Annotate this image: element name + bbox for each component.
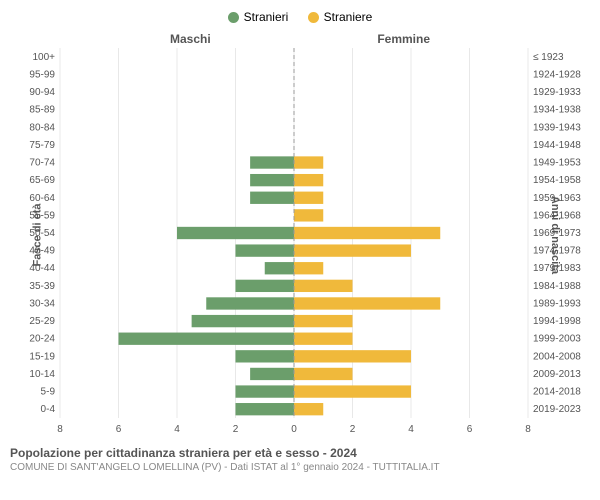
bar-male — [250, 367, 294, 379]
birth-label: 2009-2013 — [533, 368, 581, 379]
age-label: 90-94 — [29, 87, 55, 98]
bar-female — [294, 332, 353, 344]
column-header-male: Maschi — [170, 32, 211, 46]
bar-female — [294, 173, 323, 185]
birth-label: 1929-1933 — [533, 87, 581, 98]
age-label: 80-84 — [29, 122, 55, 133]
legend-male-swatch — [228, 12, 239, 23]
x-tick: 4 — [408, 424, 414, 435]
column-header-female: Femmine — [377, 32, 430, 46]
age-label: 0-4 — [41, 404, 56, 415]
age-label: 10-14 — [29, 368, 55, 379]
bar-female — [294, 209, 323, 221]
bar-male — [250, 191, 294, 203]
x-tick: 8 — [57, 424, 63, 435]
x-tick: 6 — [467, 424, 473, 435]
bar-female — [294, 191, 323, 203]
bar-male — [236, 279, 295, 291]
bar-male — [236, 385, 295, 397]
bar-female — [294, 156, 323, 168]
bar-female — [294, 226, 440, 238]
bar-male — [177, 226, 294, 238]
bar-female — [294, 297, 440, 309]
bar-male — [206, 297, 294, 309]
chart-title: Popolazione per cittadinanza straniera p… — [10, 446, 590, 460]
bar-female — [294, 367, 353, 379]
bar-female — [294, 244, 411, 256]
chart-subtitle: COMUNE DI SANT'ANGELO LOMELLINA (PV) - D… — [10, 462, 590, 473]
bar-female — [294, 385, 411, 397]
birth-label: 1934-1938 — [533, 104, 581, 115]
birth-label: 1924-1928 — [533, 69, 581, 80]
age-label: 25-29 — [29, 316, 55, 327]
bar-male — [265, 262, 294, 274]
bar-female — [294, 403, 323, 415]
x-tick: 8 — [525, 424, 531, 435]
birth-label: 1989-1993 — [533, 298, 581, 309]
bar-male — [236, 403, 295, 415]
birth-label: 2019-2023 — [533, 404, 581, 415]
legend-female: Straniere — [308, 10, 373, 24]
y-axis-right-label: Anni di nascita — [549, 195, 561, 273]
bar-male — [192, 314, 294, 326]
age-label: 60-64 — [29, 192, 55, 203]
birth-label: 1944-1948 — [533, 139, 581, 150]
age-label: 20-24 — [29, 333, 55, 344]
pyramid-chart: Fasce di età Anni di nascita Maschi Femm… — [10, 30, 590, 440]
bar-male — [250, 156, 294, 168]
bar-male — [236, 244, 295, 256]
bar-male — [119, 332, 295, 344]
birth-label: 2014-2018 — [533, 386, 581, 397]
legend-male-label: Stranieri — [244, 10, 289, 24]
bar-female — [294, 350, 411, 362]
birth-label: 1939-1943 — [533, 122, 581, 133]
bar-male — [250, 173, 294, 185]
age-label: 5-9 — [41, 386, 56, 397]
birth-label: 1949-1953 — [533, 157, 581, 168]
bar-female — [294, 262, 323, 274]
birth-label: 1954-1958 — [533, 175, 581, 186]
birth-label: 1984-1988 — [533, 280, 581, 291]
x-tick: 2 — [350, 424, 356, 435]
birth-label: 2004-2008 — [533, 351, 581, 362]
x-tick: 0 — [291, 424, 297, 435]
age-label: 100+ — [32, 51, 55, 62]
age-label: 70-74 — [29, 157, 55, 168]
chart-svg: 100+≤ 192395-991924-192890-941929-193385… — [10, 30, 590, 440]
x-tick: 6 — [116, 424, 122, 435]
x-tick: 2 — [233, 424, 239, 435]
legend-female-swatch — [308, 12, 319, 23]
age-label: 15-19 — [29, 351, 55, 362]
age-label: 65-69 — [29, 175, 55, 186]
legend: Stranieri Straniere — [10, 10, 590, 26]
legend-female-label: Straniere — [324, 10, 373, 24]
birth-label: 1999-2003 — [533, 333, 581, 344]
age-label: 30-34 — [29, 298, 55, 309]
bar-female — [294, 314, 353, 326]
age-label: 75-79 — [29, 139, 55, 150]
legend-male: Stranieri — [228, 10, 289, 24]
age-label: 95-99 — [29, 69, 55, 80]
age-label: 85-89 — [29, 104, 55, 115]
bar-male — [236, 350, 295, 362]
y-axis-left-label: Fasce di età — [31, 203, 43, 266]
x-tick: 4 — [174, 424, 180, 435]
age-label: 35-39 — [29, 280, 55, 291]
birth-label: ≤ 1923 — [533, 51, 564, 62]
bar-female — [294, 279, 353, 291]
birth-label: 1994-1998 — [533, 316, 581, 327]
